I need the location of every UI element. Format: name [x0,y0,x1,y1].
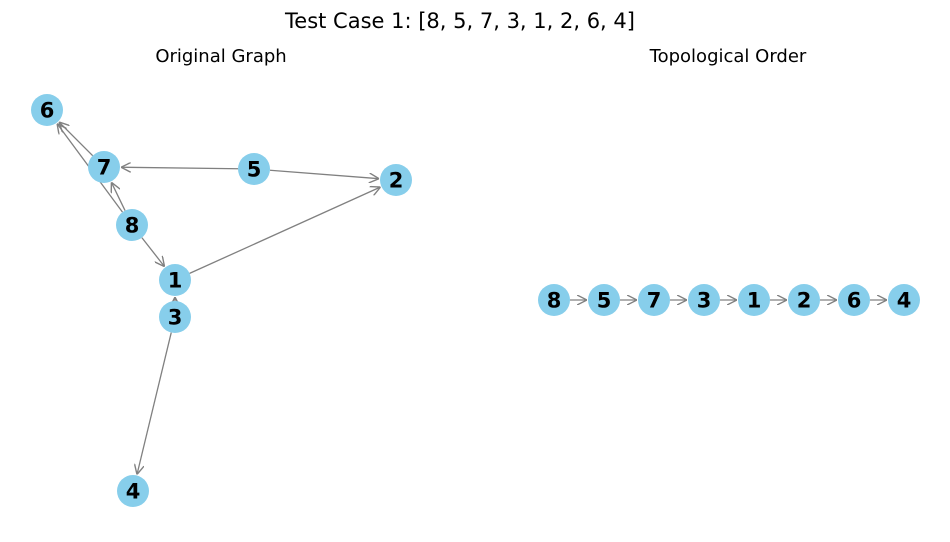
node-4: 4 [117,475,149,507]
order-node-4-circle [888,284,920,316]
figure-title: Test Case 1: [8, 5, 7, 3, 1, 2, 6, 4] [284,9,635,33]
left-panel-title: Original Graph [155,46,286,67]
node-1-label: 1 [168,269,183,293]
order-node-1-circle [738,284,770,316]
node-2-label: 2 [389,169,404,193]
node-1: 1 [159,264,191,296]
original-graph-edges [57,122,380,474]
node-8-circle [116,209,148,241]
edge-7-to-6 [59,122,94,157]
order-node-3-circle [688,284,720,316]
order-node-6-circle [838,284,870,316]
right-panel-title: Topological Order [649,46,807,67]
order-node-6: 6 [838,284,870,316]
node-6-circle [31,94,63,126]
node-5-circle [238,153,270,185]
original-graph-nodes: 6 7 5 2 8 1 3 4 [31,94,412,507]
order-node-4: 4 [888,284,920,316]
order-node-1: 1 [738,284,770,316]
node-3-label: 3 [168,306,183,330]
edge-1-to-2 [189,187,381,274]
node-6-label: 6 [40,99,55,123]
order-node-6-label: 6 [847,289,862,313]
order-node-1-label: 1 [747,289,762,313]
node-4-circle [117,475,149,507]
order-node-5-circle [588,284,620,316]
order-node-7: 7 [638,284,670,316]
order-node-8: 8 [538,284,570,316]
order-node-5: 5 [588,284,620,316]
order-node-7-circle [638,284,670,316]
order-node-3: 3 [688,284,720,316]
node-3: 3 [159,301,191,333]
node-2: 2 [380,164,412,196]
node-7-label: 7 [97,156,112,180]
node-6: 6 [31,94,63,126]
node-1-circle [159,264,191,296]
order-node-3-label: 3 [697,289,712,313]
node-5-label: 5 [247,158,262,182]
order-node-5-label: 5 [597,289,612,313]
node-8-label: 8 [125,214,140,238]
edge-8-to-7 [111,182,126,211]
order-node-7-label: 7 [647,289,662,313]
node-3-circle [159,301,191,333]
node-7-circle [88,151,120,183]
order-node-8-circle [538,284,570,316]
order-node-2: 2 [788,284,820,316]
node-4-label: 4 [126,480,141,504]
edge-8-to-1 [141,237,165,267]
edge-3-to-4 [137,332,172,475]
order-node-2-label: 2 [797,289,812,313]
order-node-8-label: 8 [547,289,562,313]
topological-order-nodes: 8 5 7 3 1 2 6 4 [538,284,920,316]
node-8: 8 [116,209,148,241]
node-5: 5 [238,153,270,185]
edge-5-to-2 [269,169,379,178]
order-node-4-label: 4 [897,289,912,313]
edge-5-to-7 [121,167,239,169]
order-node-2-circle [788,284,820,316]
node-2-circle [380,164,412,196]
node-7: 7 [88,151,120,183]
